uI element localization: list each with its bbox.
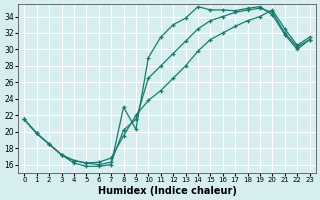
X-axis label: Humidex (Indice chaleur): Humidex (Indice chaleur) [98, 186, 236, 196]
